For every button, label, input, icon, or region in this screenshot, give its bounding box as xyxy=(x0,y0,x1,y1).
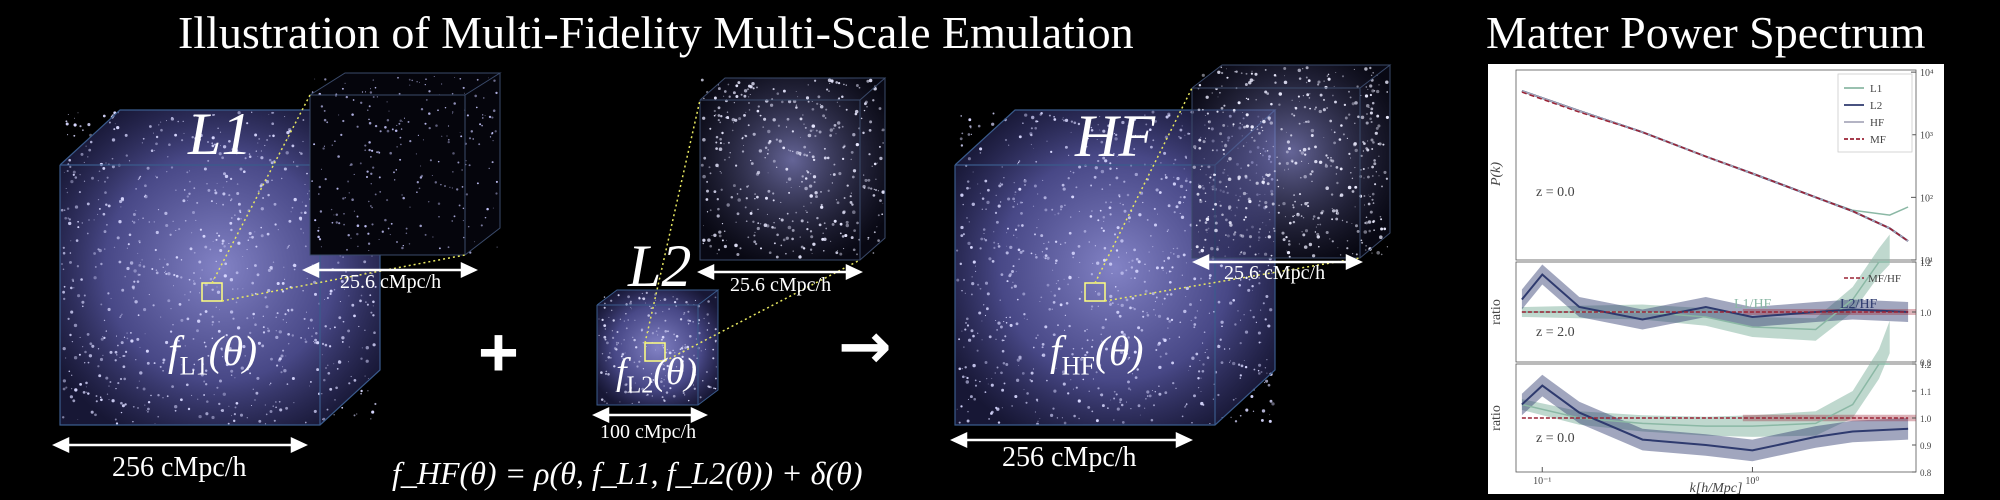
ratio-ytick-label: 1.1 xyxy=(1920,387,1931,397)
l2-tag: L2 xyxy=(628,233,692,299)
chart-xlabel: k[h/Mpc] xyxy=(1690,481,1743,494)
l2-box-size: 100 cMpc/h xyxy=(600,421,697,443)
ratio-line-1-L2/HF xyxy=(1521,273,1909,321)
ratio-line-2-L1/HF xyxy=(1521,363,1890,427)
power-spectrum-chart: 10¹ 10² 10³ 10⁴ P(k) z = 0.0 L1 L2 HF MF 0.8 1.0 1.2… xyxy=(1488,64,1944,496)
band-L1-1 xyxy=(1521,234,1890,341)
ratio-ylabel-1: ratio xyxy=(1489,299,1504,325)
legend-label-L1: L1 xyxy=(1870,83,1882,95)
ratio-ylabel-2: ratio xyxy=(1489,405,1504,431)
ratio-line-2-L2/HF xyxy=(1521,384,1909,452)
label-L1-HF: L1/HF xyxy=(1734,297,1772,312)
l1-tag: L1 xyxy=(188,101,252,167)
l1-particles xyxy=(60,111,379,425)
power-spectrum-svg: 10¹ 10² 10³ 10⁴ P(k) z = 0.0 L1 L2 HF MF 0.8 1.0 1.2… xyxy=(1489,68,1934,496)
ratio-ytick-label: 1.0 xyxy=(1920,308,1932,318)
ratio-ytick-label: 1.0 xyxy=(1920,414,1932,424)
l2-simulation-cube xyxy=(596,289,720,406)
arrow-operator: → xyxy=(838,310,892,384)
pk-line-MF xyxy=(1521,91,1909,242)
mf-equation: f_HF(θ) = ρ(θ, f_L1, f_L2(θ)) + δ(θ) xyxy=(392,455,863,491)
ratio-ytick-label: 1.2 xyxy=(1920,258,1931,268)
l1-zoom-cube xyxy=(309,72,502,256)
legend-label-L2: L2 xyxy=(1870,100,1882,112)
hf-function: fHF(θ) xyxy=(1050,329,1144,381)
pk-annotation: z = 0.0 xyxy=(1536,185,1575,200)
hf-zoom-cube xyxy=(1191,64,1392,259)
chart-title: Matter Power Spectrum xyxy=(1486,7,1926,58)
ratio-annotation-1: z = 2.0 xyxy=(1536,325,1575,340)
l1-function: fL1(θ) xyxy=(168,329,258,381)
xtick-label: 10⁰ xyxy=(1745,476,1759,487)
panel-frame-0 xyxy=(1515,69,1917,261)
ratio-ytick-label: 1.2 xyxy=(1920,360,1931,370)
l1-box-size: 256 cMpc/h xyxy=(112,452,247,483)
l1-simulation-cube xyxy=(59,109,382,426)
plus-operator: + xyxy=(478,313,519,391)
l2-zoom-cube xyxy=(699,77,887,261)
xtick-label: 10⁻¹ xyxy=(1533,476,1551,487)
pk-ylabel: P(k) xyxy=(1489,162,1504,187)
ratio-ytick-label: 0.8 xyxy=(1920,358,1932,368)
pk-ytick-label: 10¹ xyxy=(1920,256,1933,267)
pk-ytick-label: 10³ xyxy=(1920,131,1933,142)
simulation-illustration xyxy=(52,64,1392,453)
main-title: Illustration of Multi-Fidelity Multi-Sca… xyxy=(178,7,1134,58)
l2-function: fL2(θ) xyxy=(616,351,698,399)
hf-tag: HF xyxy=(1075,103,1155,169)
pk-ytick-label: 10⁴ xyxy=(1920,68,1934,79)
band-L2-2 xyxy=(1521,374,1909,462)
hf-zoom-size: 25.6 cMpc/h xyxy=(1224,262,1326,284)
label-L2-HF: L2/HF xyxy=(1840,297,1878,312)
legend-label-MF: MF xyxy=(1870,134,1886,146)
ratio-legend-label: MF/HF xyxy=(1868,273,1901,285)
hf-box-size: 256 cMpc/h xyxy=(1002,442,1137,473)
l2-zoom-size: 25.6 cMpc/h xyxy=(730,274,832,296)
ratio-ytick-label: 0.8 xyxy=(1920,468,1932,478)
pk-ytick-label: 10² xyxy=(1920,193,1933,204)
legend-label-HF: HF xyxy=(1870,117,1884,129)
l1-zoom-size: 25.6 cMpc/h xyxy=(340,271,442,293)
ratio-annotation-2: z = 0.0 xyxy=(1536,431,1575,446)
ratio-ytick-label: 0.9 xyxy=(1920,441,1932,451)
